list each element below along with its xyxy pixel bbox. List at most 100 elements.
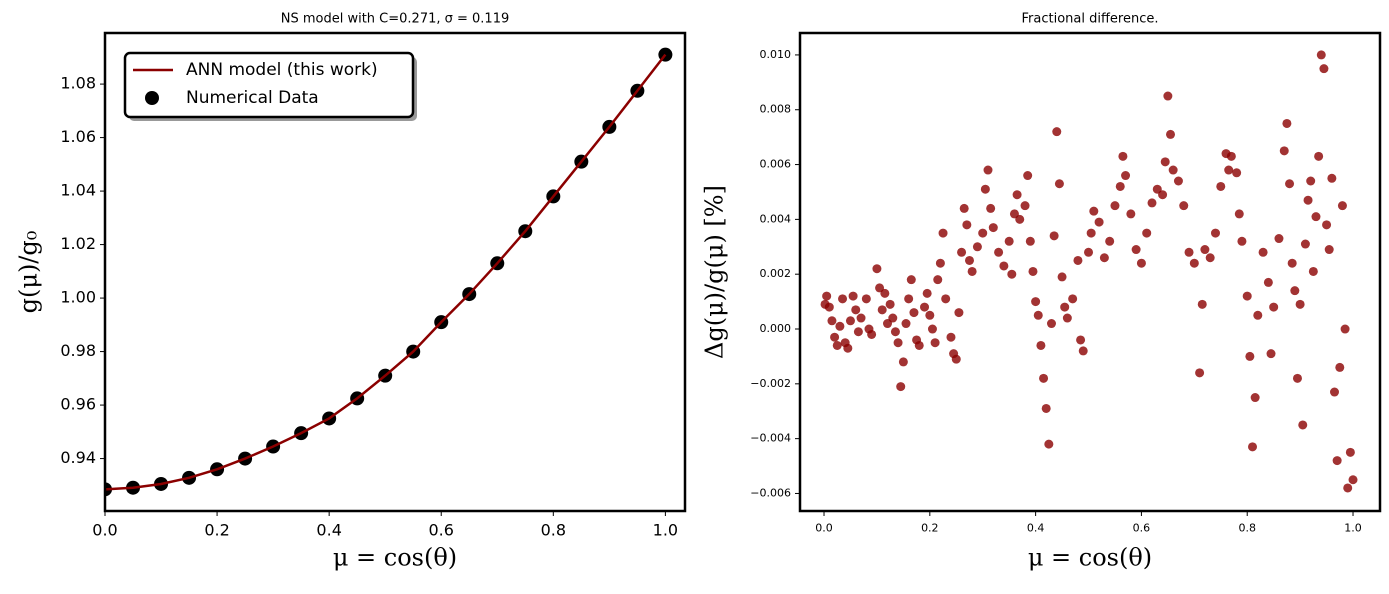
- point: [930, 338, 940, 348]
- point: [904, 294, 914, 304]
- point: [1086, 228, 1096, 238]
- point: [1330, 387, 1340, 397]
- point: [1158, 190, 1168, 200]
- point: [1279, 146, 1289, 156]
- point: [885, 299, 895, 309]
- point: [1324, 245, 1334, 255]
- point: [1057, 272, 1067, 282]
- point: [1060, 302, 1070, 312]
- point: [851, 305, 861, 315]
- point: [1314, 151, 1324, 161]
- point: [1039, 373, 1049, 383]
- point: [1295, 299, 1305, 309]
- point: [832, 340, 842, 350]
- point: [1046, 319, 1056, 329]
- axes: 0.0 0.2 0.4 0.6 0.8 1.0 0.94 0.96 0.98 1.00 1.02 1.…: [15, 12, 687, 572]
- point: [822, 291, 832, 301]
- y-tick-label: 0.96: [60, 395, 96, 414]
- point: [896, 382, 906, 392]
- line: [105, 53, 667, 491]
- y-tick-label: 1.00: [60, 288, 96, 307]
- point: [1258, 247, 1268, 257]
- point: [920, 302, 930, 312]
- point: [1224, 165, 1234, 175]
- point: [890, 327, 900, 337]
- legend-label: ANN model (this work): [186, 60, 378, 80]
- point: [1335, 362, 1345, 372]
- point: [1160, 157, 1170, 167]
- point: [1126, 209, 1136, 219]
- x-tick-label: 0.0: [815, 522, 833, 535]
- x-tick-label: 0.4: [1027, 522, 1045, 535]
- point: [1248, 442, 1258, 452]
- point: [962, 220, 972, 230]
- point: [1200, 245, 1210, 255]
- point: [1216, 181, 1226, 191]
- axes-frame: [798, 31, 1382, 513]
- y-axis-label: Δg(μ)/g(μ) [%]: [701, 185, 729, 359]
- point: [1012, 190, 1022, 200]
- legend: [123, 51, 415, 119]
- point: [967, 266, 977, 276]
- point: [1242, 291, 1252, 301]
- x-tick-label: 1.0: [653, 521, 678, 540]
- point: [1044, 439, 1054, 449]
- point: [946, 332, 956, 342]
- point: [914, 340, 924, 350]
- point: [1263, 277, 1273, 287]
- point: [1073, 255, 1083, 265]
- point: [1327, 173, 1337, 183]
- y-tick-label: 1.02: [60, 234, 96, 253]
- y-axis-label: g(μ)/g₀: [15, 231, 43, 314]
- y-tick-label: 0.010: [760, 48, 792, 61]
- point: [925, 310, 935, 320]
- point: [1089, 206, 1099, 216]
- point: [1105, 236, 1115, 246]
- point: [1287, 258, 1297, 268]
- legend-marker: [145, 91, 159, 105]
- point: [1237, 236, 1247, 246]
- point: [901, 319, 911, 329]
- point: [1290, 286, 1300, 296]
- y-tick-label: 0.002: [760, 267, 792, 280]
- point: [856, 313, 866, 323]
- point: [1245, 351, 1255, 361]
- point: [1110, 201, 1120, 211]
- point: [1253, 310, 1263, 320]
- point: [1115, 181, 1125, 191]
- point: [893, 338, 903, 348]
- point: [980, 184, 990, 194]
- point: [964, 255, 974, 265]
- x-axis-label: μ = cos(θ): [1028, 544, 1152, 572]
- point: [906, 275, 916, 285]
- point: [1007, 269, 1017, 279]
- point: [986, 203, 996, 213]
- point: [1118, 151, 1128, 161]
- y-tick-label: 1.04: [60, 181, 96, 200]
- point: [1049, 231, 1059, 241]
- point: [1319, 64, 1329, 74]
- point: [1210, 228, 1220, 238]
- point: [827, 316, 837, 326]
- point: [1173, 176, 1183, 186]
- y-tick-label: 0.98: [60, 341, 96, 360]
- point: [1023, 171, 1033, 181]
- point: [1052, 127, 1062, 137]
- y-tick-label: 1.06: [60, 127, 96, 146]
- point: [1343, 483, 1353, 493]
- point: [1068, 294, 1078, 304]
- point: [838, 294, 848, 304]
- point: [927, 324, 937, 334]
- point: [843, 343, 853, 353]
- point: [988, 223, 998, 233]
- point: [1298, 420, 1308, 430]
- point: [1028, 266, 1038, 276]
- point: [824, 302, 834, 312]
- point: [861, 294, 871, 304]
- point: [1285, 179, 1295, 189]
- point: [978, 228, 988, 238]
- point: [1179, 201, 1189, 211]
- point: [1300, 239, 1310, 249]
- point: [1308, 266, 1318, 276]
- point: [835, 321, 845, 331]
